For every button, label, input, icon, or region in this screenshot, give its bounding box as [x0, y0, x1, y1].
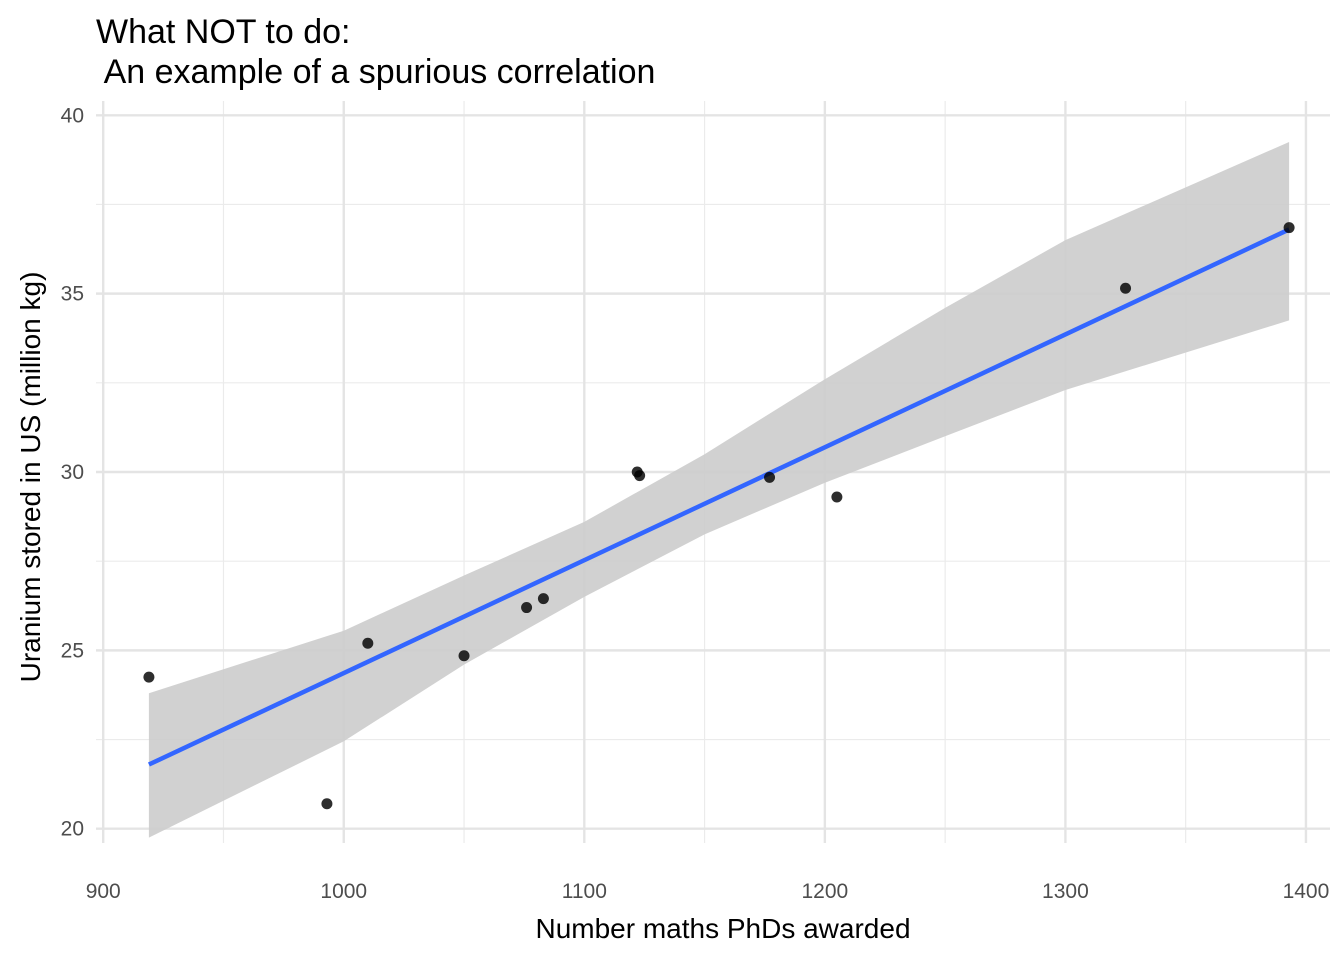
confidence-band	[148, 142, 1290, 838]
x-tick-label: 1400	[1283, 880, 1330, 903]
y-tick-label: 20	[61, 818, 84, 841]
y-axis-ticks: 20 25 30 35 40	[61, 104, 84, 840]
data-point	[321, 798, 333, 810]
data-point	[1283, 222, 1295, 234]
y-axis-title: Uranium stored in US (million kg)	[15, 272, 46, 683]
data-point	[362, 637, 374, 649]
data-point	[458, 650, 470, 662]
y-tick-label: 40	[61, 104, 84, 127]
x-tick-label: 1000	[320, 880, 367, 903]
confidence-band-layer	[148, 142, 1290, 838]
data-point	[521, 602, 533, 614]
data-point	[764, 471, 776, 483]
y-tick-label: 30	[61, 461, 84, 484]
x-tick-label: 1200	[801, 880, 848, 903]
chart-title: What NOT to do:	[96, 13, 351, 51]
data-point	[634, 470, 646, 482]
data-point	[1120, 282, 1132, 294]
x-tick-label: 1300	[1042, 880, 1089, 903]
data-point	[143, 671, 155, 683]
x-axis-title: Number maths PhDs awarded	[535, 913, 910, 944]
data-point	[537, 593, 549, 605]
trend-line-layer	[147, 227, 1291, 767]
x-tick-label: 900	[86, 880, 121, 903]
trend-line	[147, 227, 1291, 767]
y-tick-label: 35	[61, 283, 84, 306]
x-tick-label: 1100	[562, 880, 607, 903]
y-tick-label: 25	[61, 639, 84, 662]
chart-subtitle: An example of a spurious correlation	[96, 53, 656, 91]
data-points	[143, 222, 1295, 810]
chart-title-block: What NOT to do: An example of a spurious…	[96, 12, 655, 92]
data-point	[831, 491, 843, 503]
x-axis-ticks: 900 1000 1100 1200 1300 1400	[86, 880, 1330, 903]
